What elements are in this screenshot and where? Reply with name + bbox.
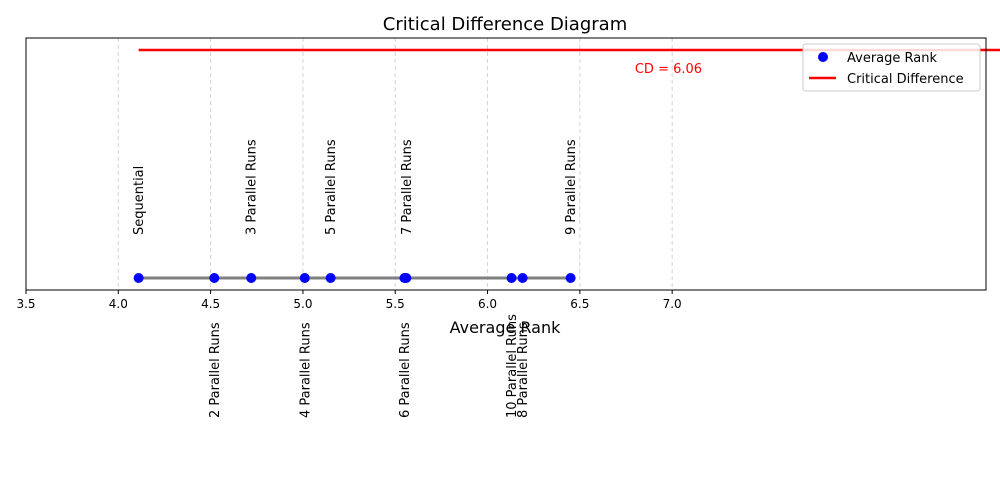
x-tick-label: 6.5 <box>570 297 589 311</box>
legend-critical-difference-label: Critical Difference <box>847 72 964 87</box>
method-label: 8 Parallel Runs <box>516 322 531 418</box>
plot-frame <box>25 37 987 291</box>
method-label: 5 Parallel Runs <box>324 139 339 235</box>
legend-average-rank-marker <box>818 52 828 62</box>
rank-point <box>325 273 336 283</box>
rank-point <box>506 273 517 283</box>
x-tick-label: 4.5 <box>201 297 220 311</box>
rank-point <box>246 273 257 283</box>
legend-average-rank-label: Average Rank <box>847 51 937 66</box>
method-label: 4 Parallel Runs <box>298 322 313 418</box>
method-labels: Sequential 2 Parallel Runs 3 Parallel Runs… <box>132 139 579 418</box>
rank-point <box>299 273 310 283</box>
chart-title: Critical Difference Diagram <box>383 14 627 35</box>
method-label: Sequential <box>132 166 147 235</box>
grid-lines <box>117 38 673 290</box>
method-label: 9 Parallel Runs <box>564 139 579 235</box>
legend-box <box>802 43 981 92</box>
rank-point <box>133 273 144 283</box>
x-tick-label: 7.0 <box>663 297 682 311</box>
rank-point <box>517 273 528 283</box>
x-tick-label: 5.5 <box>386 297 405 311</box>
rank-point <box>209 273 220 283</box>
legend: Average Rank Critical Difference <box>802 43 981 92</box>
rank-point <box>401 273 412 283</box>
method-label: 2 Parallel Runs <box>208 322 223 418</box>
x-tick-label: 5.0 <box>293 297 312 311</box>
x-tick-label: 4.0 <box>109 297 128 311</box>
x-tick-label: 3.5 <box>16 297 35 311</box>
method-label: 10 Parallel Runs <box>505 314 520 418</box>
critical-difference: CD = 6.06 <box>138 48 1000 77</box>
method-label: 6 Parallel Runs <box>398 322 413 418</box>
method-label: 7 Parallel Runs <box>400 139 415 235</box>
rank-point <box>565 273 576 283</box>
cd-value-label: CD = 6.06 <box>635 62 702 77</box>
x-axis: 3.5 4.0 4.5 5.0 5.5 6.0 6.5 7.0 <box>16 290 682 311</box>
method-label: 3 Parallel Runs <box>245 139 260 235</box>
x-axis-label: Average Rank <box>450 318 562 337</box>
rank-points <box>133 273 576 283</box>
x-tick-label: 6.0 <box>478 297 497 311</box>
